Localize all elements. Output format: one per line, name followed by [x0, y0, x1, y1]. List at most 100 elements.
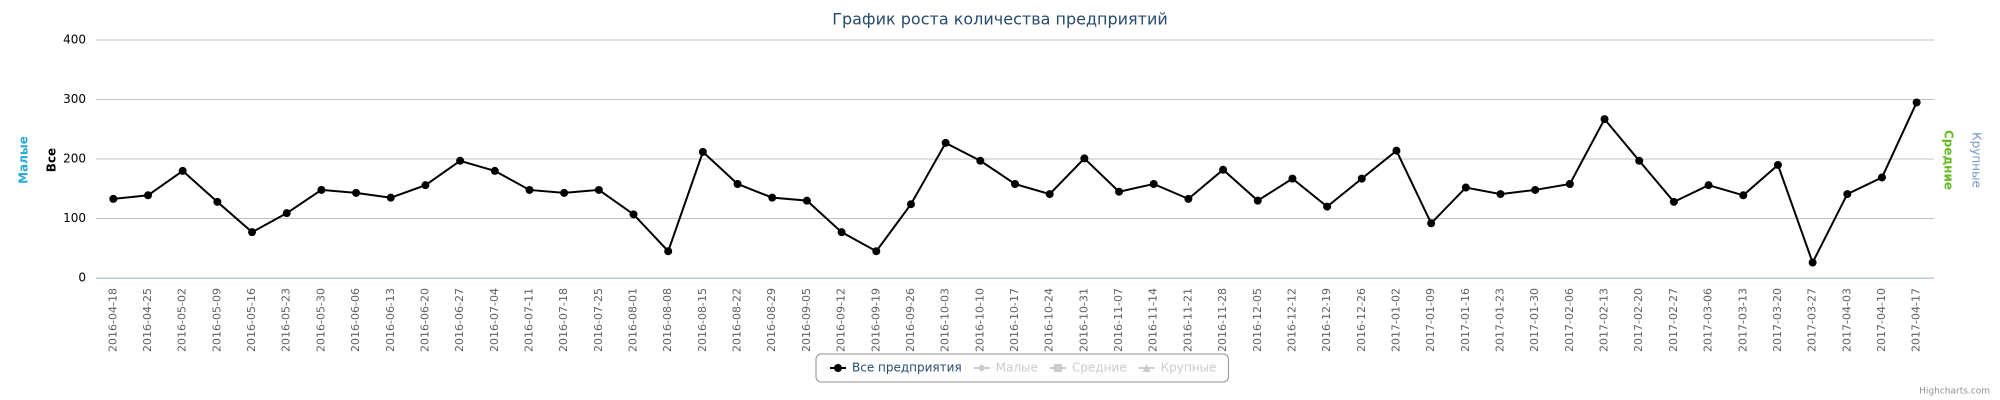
point: [178, 166, 187, 175]
x-tick-label: 2017-04-17: [1910, 288, 1923, 352]
point: [1184, 194, 1193, 203]
x-tick-label: 2016-11-07: [1112, 288, 1125, 352]
point: [1739, 191, 1748, 200]
x-tick-label: 2016-06-27: [453, 288, 466, 352]
x-tick-label: 2016-08-29: [765, 288, 778, 352]
x-tick-label: 2017-02-13: [1598, 288, 1611, 352]
point: [456, 156, 465, 165]
legend-item[interactable]: Крупные: [1161, 361, 1217, 375]
x-tick-label: 2016-11-21: [1181, 288, 1194, 352]
x-tick-label: 2016-12-05: [1251, 288, 1264, 352]
point: [1357, 174, 1366, 183]
point: [1531, 185, 1540, 194]
y-tick-label: 300: [63, 92, 86, 106]
point: [386, 193, 395, 202]
x-tick-label: 2016-05-16: [245, 288, 258, 352]
point: [1669, 197, 1678, 206]
x-tick-label: 2016-11-28: [1216, 288, 1229, 352]
chart-title: График роста количества предприятий: [832, 10, 1168, 29]
point: [1808, 258, 1817, 267]
x-tick-label: 2016-10-24: [1043, 288, 1056, 352]
point: [490, 166, 499, 175]
legend-box: [815, 353, 1229, 383]
point: [1635, 156, 1644, 165]
point: [698, 147, 707, 156]
x-tick-label: 2016-08-15: [696, 288, 709, 352]
legend-item[interactable]: Малые: [996, 361, 1038, 375]
x-tick-label: 2017-03-13: [1736, 288, 1749, 352]
legend-marker: [1053, 364, 1062, 372]
x-tick-label: 2016-10-03: [939, 288, 952, 352]
x-tick-label: 2016-05-30: [314, 288, 327, 352]
x-tick-label: 2017-04-03: [1840, 288, 1853, 352]
point: [594, 185, 603, 194]
y-tick-label: 200: [63, 152, 86, 166]
legend-marker: [977, 364, 986, 372]
x-tick-label: 2016-04-18: [106, 288, 119, 352]
x-tick-label: 2016-05-02: [176, 288, 189, 352]
x-tick-label: 2016-07-25: [592, 288, 605, 352]
point: [837, 228, 846, 237]
legend-marker: [834, 364, 842, 372]
x-tick-label: 2017-03-06: [1702, 288, 1715, 352]
x-tick-label: 2016-06-06: [349, 288, 362, 352]
point: [629, 210, 638, 219]
x-tick-label: 2016-04-25: [141, 288, 154, 352]
y-tick-label: 0: [78, 271, 86, 285]
point: [1080, 154, 1089, 163]
legend-item[interactable]: Все предприятия: [852, 361, 962, 375]
x-tick-label: 2016-07-18: [557, 288, 570, 352]
x-tick-label: 2016-08-01: [627, 288, 640, 352]
legend-marker: [1142, 364, 1151, 372]
point: [976, 156, 985, 165]
y2-axis-title: Средние: [1942, 130, 1956, 190]
y-axis-title: Все: [45, 148, 59, 172]
point: [317, 185, 326, 194]
legend-item[interactable]: Средние: [1072, 361, 1127, 375]
y2-axis-title: Крупные: [1970, 132, 1984, 188]
x-tick-label: 2016-08-22: [731, 288, 744, 352]
point: [421, 181, 430, 190]
point: [1323, 202, 1332, 211]
point: [213, 197, 222, 206]
point: [941, 138, 950, 147]
point: [733, 179, 742, 188]
point: [872, 247, 881, 256]
x-tick-label: 2017-01-09: [1424, 288, 1437, 352]
x-tick-label: 2017-04-10: [1875, 288, 1888, 352]
x-tick-label: 2016-09-05: [800, 288, 813, 352]
x-tick-label: 2016-05-09: [210, 288, 223, 352]
x-tick-label: 2017-03-27: [1806, 288, 1819, 352]
point: [1045, 190, 1054, 199]
point: [1496, 190, 1505, 199]
x-tick-label: 2016-07-04: [488, 288, 501, 352]
x-tick-label: 2017-01-30: [1528, 288, 1541, 352]
x-tick-label: 2017-01-02: [1389, 288, 1402, 352]
y-tick-label: 100: [63, 211, 86, 225]
point: [1115, 187, 1124, 196]
point: [802, 196, 811, 205]
x-tick-label: 2016-06-20: [418, 288, 431, 352]
x-tick-label: 2016-09-26: [904, 288, 917, 352]
x-tick-label: 2016-09-19: [869, 288, 882, 352]
point: [1219, 165, 1228, 174]
point: [1288, 174, 1297, 183]
point: [1877, 173, 1886, 182]
x-tick-label: 2016-11-14: [1147, 288, 1160, 352]
point: [1253, 196, 1262, 205]
point: [248, 228, 257, 237]
point: [1773, 160, 1782, 169]
point: [1912, 98, 1921, 107]
point: [1600, 115, 1609, 124]
x-tick-label: 2016-09-12: [835, 288, 848, 352]
x-tick-label: 2016-10-17: [1008, 288, 1021, 352]
x-tick-label: 2016-07-11: [522, 288, 535, 352]
point: [352, 188, 361, 197]
x-tick-label: 2016-12-26: [1355, 288, 1368, 352]
point: [1461, 183, 1470, 192]
point: [560, 188, 569, 197]
x-tick-label: 2016-06-13: [384, 288, 397, 352]
point: [1149, 179, 1158, 188]
credits: Highcharts.com: [1919, 387, 1990, 397]
x-tick-label: 2017-02-20: [1632, 288, 1645, 352]
